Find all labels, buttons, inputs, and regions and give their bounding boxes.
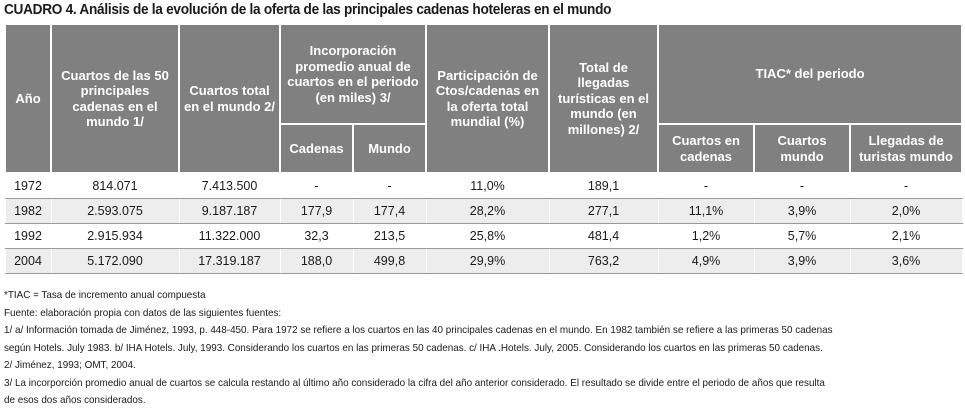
cell-cadenas: 32,3 xyxy=(279,223,354,249)
cell-llegadas: 277,1 xyxy=(548,198,659,224)
note-tiac-definition: *TIAC = Tasa de incremento anual compues… xyxy=(4,290,206,301)
cell-llegadas: 763,2 xyxy=(548,248,659,274)
cell-cuartos-total: 7.413.500 xyxy=(178,172,281,199)
header-tiac: TIAC* del periodo xyxy=(657,23,964,125)
table-notes: *TIAC = Tasa de incremento anual compues… xyxy=(4,287,954,410)
cell-cadenas: - xyxy=(279,172,354,199)
cell-participacion: 11,0% xyxy=(425,172,550,199)
cell-tiac-cuartos-mundo: 3,9% xyxy=(753,198,851,224)
header-mundo: Mundo xyxy=(351,123,428,174)
header-incorporacion: Incorporación promedio anual de cuartos … xyxy=(278,23,428,125)
cell-cuartos-total: 9.187.187 xyxy=(178,198,281,224)
note-3-continued: de esos dos años considerados. xyxy=(4,395,146,406)
cell-cuartos-50: 2.593.075 xyxy=(50,198,180,224)
header-tiac-llegadas: Llegadas de turistas mundo xyxy=(849,123,964,174)
cell-mundo: - xyxy=(352,172,427,199)
table-row: 1982 2.593.075 9.187.187 177,9 177,4 28,… xyxy=(4,198,963,224)
table-row: 2004 5.172.090 17.319.187 188,0 499,8 29… xyxy=(4,248,963,274)
cell-mundo: 213,5 xyxy=(352,223,427,249)
cell-cuartos-50: 5.172.090 xyxy=(50,248,180,274)
cell-tiac-llegadas: 2,0% xyxy=(849,198,963,224)
header-anio: Año xyxy=(4,23,52,174)
note-3: 3/ La incorporción promedio anual de cua… xyxy=(4,377,825,389)
cell-tiac-cuartos-cadenas: 1,2% xyxy=(657,223,755,249)
table-row: 1972 814.071 7.413.500 - - 11,0% 189,1 -… xyxy=(4,172,963,199)
cell-cuartos-50: 814.071 xyxy=(50,172,180,199)
header-tiac-cuartos-mundo: Cuartos mundo xyxy=(753,123,852,174)
header-cuartos-50-cadenas: Cuartos de las 50 principales cadenas en… xyxy=(50,23,180,174)
cell-anio: 1992 xyxy=(4,223,52,249)
header-cuartos-total: Cuartos total en el mundo 2/ xyxy=(178,23,281,174)
cell-participacion: 28,2% xyxy=(425,198,550,224)
cell-tiac-cuartos-cadenas: 4,9% xyxy=(657,248,755,274)
cell-llegadas: 189,1 xyxy=(548,172,659,199)
cell-cuartos-50: 2.915.934 xyxy=(50,223,180,249)
cell-mundo: 499,8 xyxy=(352,248,427,274)
cell-anio: 2004 xyxy=(4,248,52,274)
header-participacion: Participación de Ctos/cadenas en la ofer… xyxy=(425,23,551,174)
cell-tiac-llegadas: 2,1% xyxy=(849,223,963,249)
cell-anio: 1972 xyxy=(4,172,52,199)
cell-llegadas: 481,4 xyxy=(548,223,659,249)
note-1-continued: según Hotels. July 1983. b/ IHA Hotels. … xyxy=(4,342,823,354)
cell-participacion: 29,9% xyxy=(425,248,550,274)
cell-cuartos-total: 17.319.187 xyxy=(178,248,281,274)
note-1: 1/ a/ Información tomada de Jiménez, 199… xyxy=(4,325,833,336)
cell-mundo: 177,4 xyxy=(352,198,427,224)
cell-cadenas: 188,0 xyxy=(279,248,354,274)
header-tiac-cuartos-cadenas: Cuartos en cadenas xyxy=(657,123,756,174)
cell-tiac-cuartos-cadenas: - xyxy=(657,172,755,199)
cell-tiac-cuartos-mundo: - xyxy=(753,172,851,199)
cell-cadenas: 177,9 xyxy=(279,198,354,224)
cell-tiac-cuartos-cadenas: 11,1% xyxy=(657,198,755,224)
cell-anio: 1982 xyxy=(4,198,52,224)
cell-tiac-llegadas: - xyxy=(849,172,963,199)
header-llegadas: Total de llegadas turísticas en el mundo… xyxy=(548,23,660,174)
cell-tiac-llegadas: 3,6% xyxy=(849,248,963,274)
header-cadenas: Cadenas xyxy=(279,123,354,174)
note-fuente: Fuente: elaboración propia con datos de … xyxy=(4,307,282,319)
hotel-chains-table: Año Cuartos de las 50 principales cadena… xyxy=(4,23,964,274)
cell-cuartos-total: 11.322.000 xyxy=(178,223,281,249)
cell-participacion: 25,8% xyxy=(425,223,550,249)
table-row: 1992 2.915.934 11.322.000 32,3 213,5 25,… xyxy=(4,223,963,249)
table-title: CUADRO 4. Análisis de la evolución de la… xyxy=(4,2,612,18)
cell-tiac-cuartos-mundo: 3,9% xyxy=(753,248,851,274)
cell-tiac-cuartos-mundo: 5,7% xyxy=(753,223,851,249)
note-2: 2/ Jiménez, 1993; OMT, 2004. xyxy=(4,360,136,371)
